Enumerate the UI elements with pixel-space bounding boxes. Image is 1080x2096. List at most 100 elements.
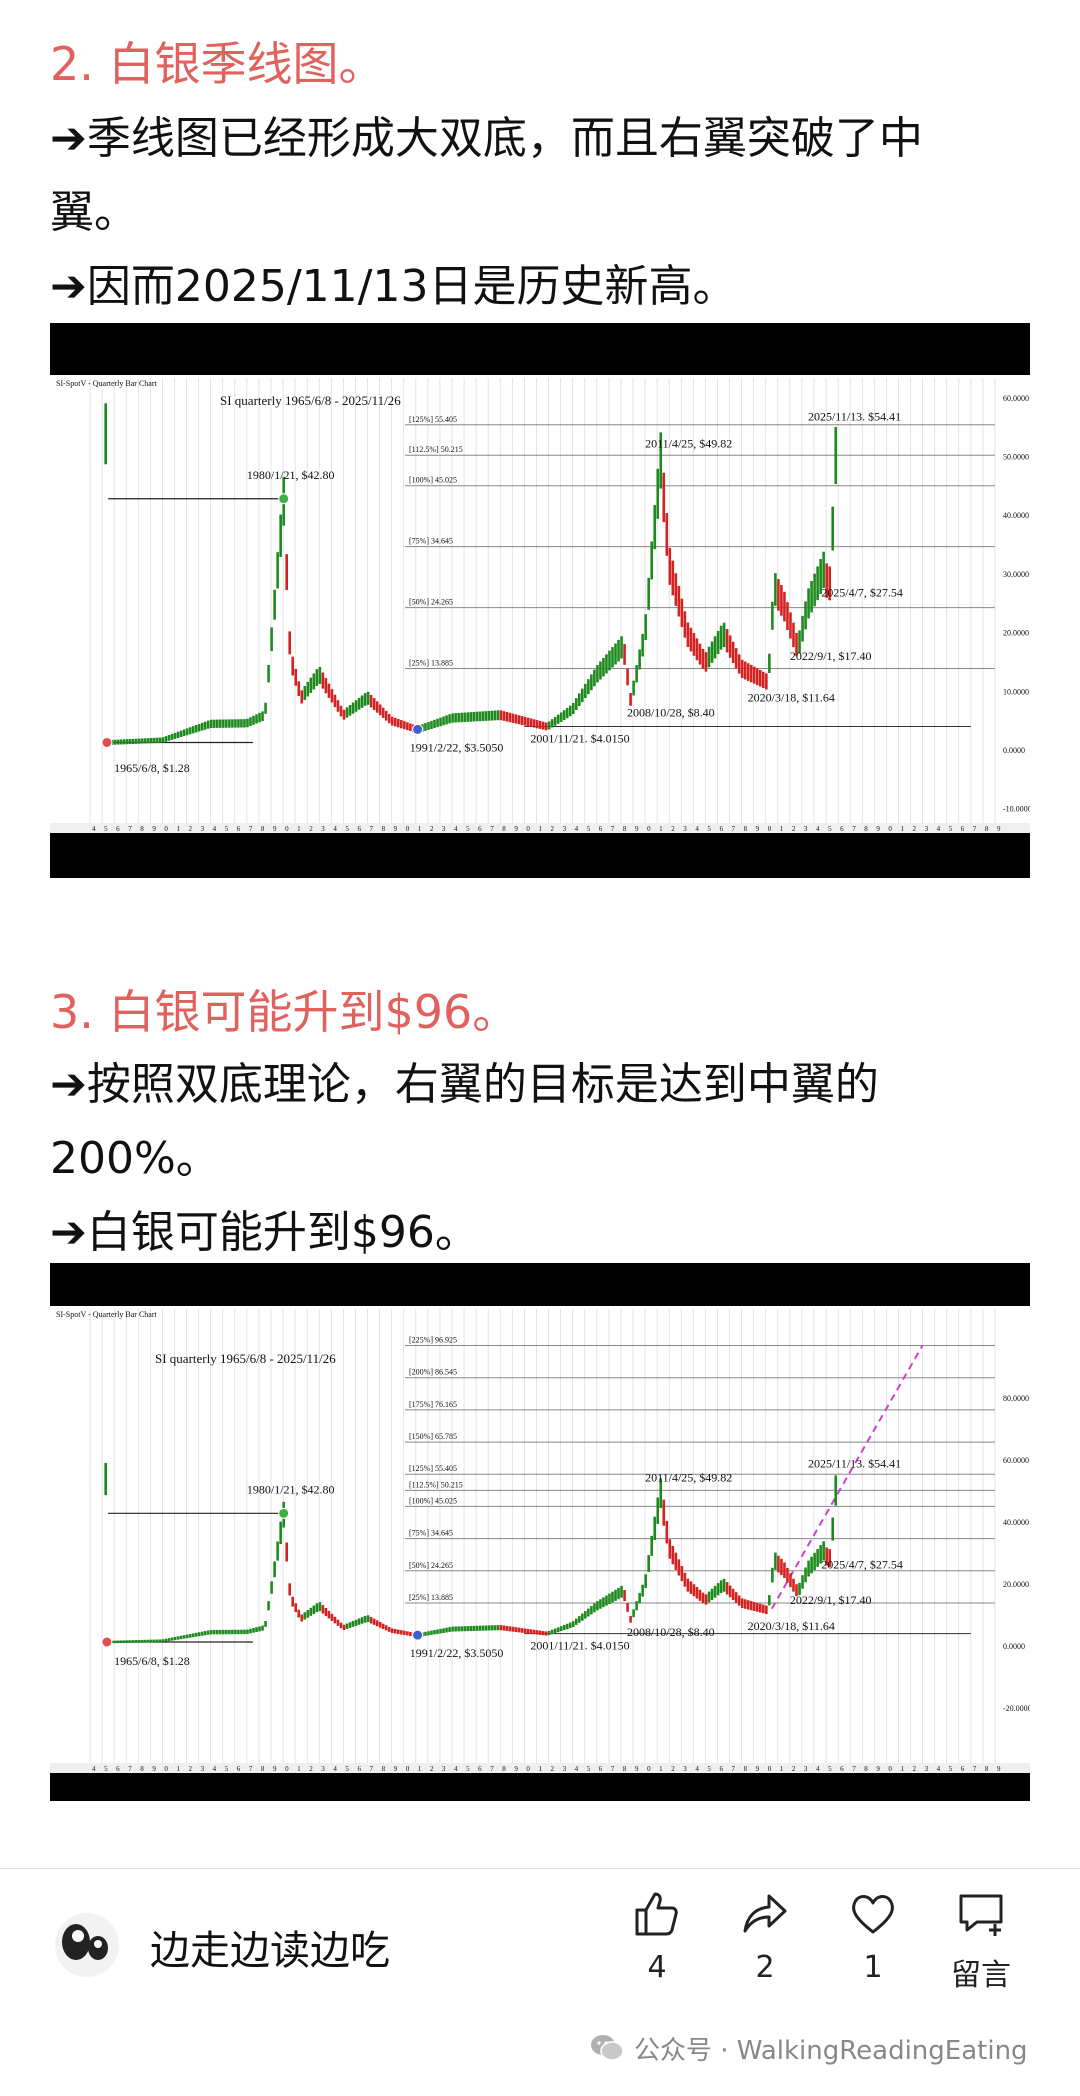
section2-heading: 2. 白银季线图。 xyxy=(50,37,385,91)
x-tick-label: 3 xyxy=(804,825,808,833)
fib-level-label: [175%] 76.165 xyxy=(409,1400,457,1409)
section3-line-2: 200%。 xyxy=(50,1133,220,1184)
x-tick-label: 2 xyxy=(189,1765,193,1773)
fib-level-label: [50%] 24.265 xyxy=(409,1561,453,1570)
y-tick-label: 80.0000 xyxy=(1003,1394,1029,1403)
chart-title: SI quarterly 1965/6/8 - 2025/11/26 xyxy=(220,393,401,408)
price-annotation: 2008/10/28, $8.40 xyxy=(627,706,715,720)
x-tick-label: 5 xyxy=(345,1765,349,1773)
x-tick-label: 6 xyxy=(719,1765,723,1773)
y-tick-label: -10.0000 xyxy=(1003,805,1030,814)
comment-add-icon xyxy=(959,1894,1003,1936)
x-tick-label: 0 xyxy=(647,825,651,833)
favorite-button[interactable]: 1 xyxy=(828,1888,918,1985)
x-tick-label: 2 xyxy=(551,825,555,833)
price-annotation: 2001/11/21. $4.0150 xyxy=(530,1639,629,1653)
x-tick-label: 3 xyxy=(804,1765,808,1773)
x-tick-label: 6 xyxy=(719,825,723,833)
x-tick-label: 1 xyxy=(418,1765,422,1773)
chart-title: SI quarterly 1965/6/8 - 2025/11/26 xyxy=(155,1351,336,1366)
section2-line-2: 翼。 xyxy=(50,187,138,238)
price-annotation: 2011/4/25, $49.82 xyxy=(645,437,732,451)
price-annotation: 2008/10/28, $8.40 xyxy=(627,1625,715,1639)
x-tick-label: 0 xyxy=(285,825,289,833)
x-tick-label: 6 xyxy=(237,1765,241,1773)
share-icon xyxy=(743,1894,787,1933)
x-tick-label: 5 xyxy=(225,1765,229,1773)
comment-button[interactable]: 留言 xyxy=(936,1888,1026,1994)
x-tick-label: 0 xyxy=(768,1765,772,1773)
x-tick-label: 2 xyxy=(913,825,917,833)
x-tick-label: 9 xyxy=(394,1765,398,1773)
fib-level-label: [225%] 96.925 xyxy=(409,1336,457,1345)
x-tick-label: 9 xyxy=(876,1765,880,1773)
x-tick-label: 0 xyxy=(406,825,410,833)
x-tick-label: 0 xyxy=(406,1765,410,1773)
fib-level-label: [112.5%] 50.215 xyxy=(409,445,463,454)
x-tick-label: 0 xyxy=(888,825,892,833)
x-tick-label: 6 xyxy=(116,825,120,833)
x-axis-band xyxy=(50,1763,1030,1773)
thumbs-up-icon xyxy=(635,1892,678,1936)
fib-level-label: [150%] 65.785 xyxy=(409,1432,457,1441)
x-tick-label: 2 xyxy=(189,825,193,833)
x-tick-label: 1 xyxy=(659,825,663,833)
watermark: 公众号 · WalkingReadingEating xyxy=(590,2030,1028,2066)
x-tick-label: 0 xyxy=(888,1765,892,1773)
y-tick-label: 0.0000 xyxy=(1003,746,1025,755)
price-annotation: 1965/6/8, $1.28 xyxy=(114,761,190,775)
y-tick-label: 60.0000 xyxy=(1003,394,1029,403)
x-tick-label: 7 xyxy=(973,1765,977,1773)
x-tick-label: 6 xyxy=(840,1765,844,1773)
x-tick-label: 8 xyxy=(261,825,265,833)
x-tick-label: 5 xyxy=(225,825,229,833)
like-count: 4 xyxy=(647,1950,667,1985)
x-tick-label: 8 xyxy=(744,1765,748,1773)
x-tick-label: 5 xyxy=(707,1765,711,1773)
x-tick-label: 8 xyxy=(985,1765,989,1773)
y-tick-label: 50.0000 xyxy=(1003,453,1029,462)
share-button[interactable]: 2 xyxy=(720,1888,810,1985)
wechat-icon xyxy=(591,2035,624,2061)
x-tick-label: 8 xyxy=(864,1765,868,1773)
fib-level-label: [125%] 55.405 xyxy=(409,1464,457,1473)
x-tick-label: 1 xyxy=(780,1765,784,1773)
x-tick-label: 5 xyxy=(466,1765,470,1773)
y-tick-label: 60.0000 xyxy=(1003,1456,1029,1465)
pivot-marker xyxy=(278,493,290,505)
x-tick-label: 1 xyxy=(538,825,542,833)
x-tick-label: 5 xyxy=(828,825,832,833)
y-tick-label: 0.0000 xyxy=(1003,1642,1025,1651)
x-tick-label: 0 xyxy=(526,825,530,833)
pivot-marker xyxy=(101,736,113,748)
x-tick-label: 9 xyxy=(876,825,880,833)
price-annotation: 1965/6/8, $1.28 xyxy=(114,1654,190,1668)
x-tick-label: 3 xyxy=(321,1765,325,1773)
x-tick-label: 8 xyxy=(985,825,989,833)
footer-divider xyxy=(0,1868,1080,1869)
x-tick-label: 3 xyxy=(563,825,567,833)
x-tick-label: 4 xyxy=(937,1765,941,1773)
price-annotation: 2025/4/7, $27.54 xyxy=(821,1558,903,1572)
x-tick-label: 7 xyxy=(490,825,494,833)
x-tick-label: 4 xyxy=(575,825,579,833)
author-name[interactable]: 边走边读边吃 xyxy=(150,1928,390,1974)
chart-header: SI-SpotV - Quarterly Bar Chart xyxy=(56,379,158,388)
x-tick-label: 5 xyxy=(104,1765,108,1773)
x-tick-label: 7 xyxy=(249,1765,253,1773)
x-tick-label: 6 xyxy=(478,825,482,833)
x-tick-label: 7 xyxy=(732,1765,736,1773)
author-avatar[interactable] xyxy=(54,1912,120,1978)
y-tick-label: 20.0000 xyxy=(1003,629,1029,638)
x-tick-label: 3 xyxy=(925,1765,929,1773)
x-tick-label: 6 xyxy=(961,825,965,833)
like-button[interactable]: 4 xyxy=(612,1888,702,1985)
x-tick-label: 0 xyxy=(164,825,168,833)
price-annotation: 2022/9/1, $17.40 xyxy=(790,1593,872,1607)
fib-level-label: [25%] 13.885 xyxy=(409,658,453,667)
price-annotation: 1980/1/21, $42.80 xyxy=(247,468,335,482)
y-tick-label: 10.0000 xyxy=(1003,687,1029,696)
fib-level-label: [100%] 45.025 xyxy=(409,1496,457,1505)
